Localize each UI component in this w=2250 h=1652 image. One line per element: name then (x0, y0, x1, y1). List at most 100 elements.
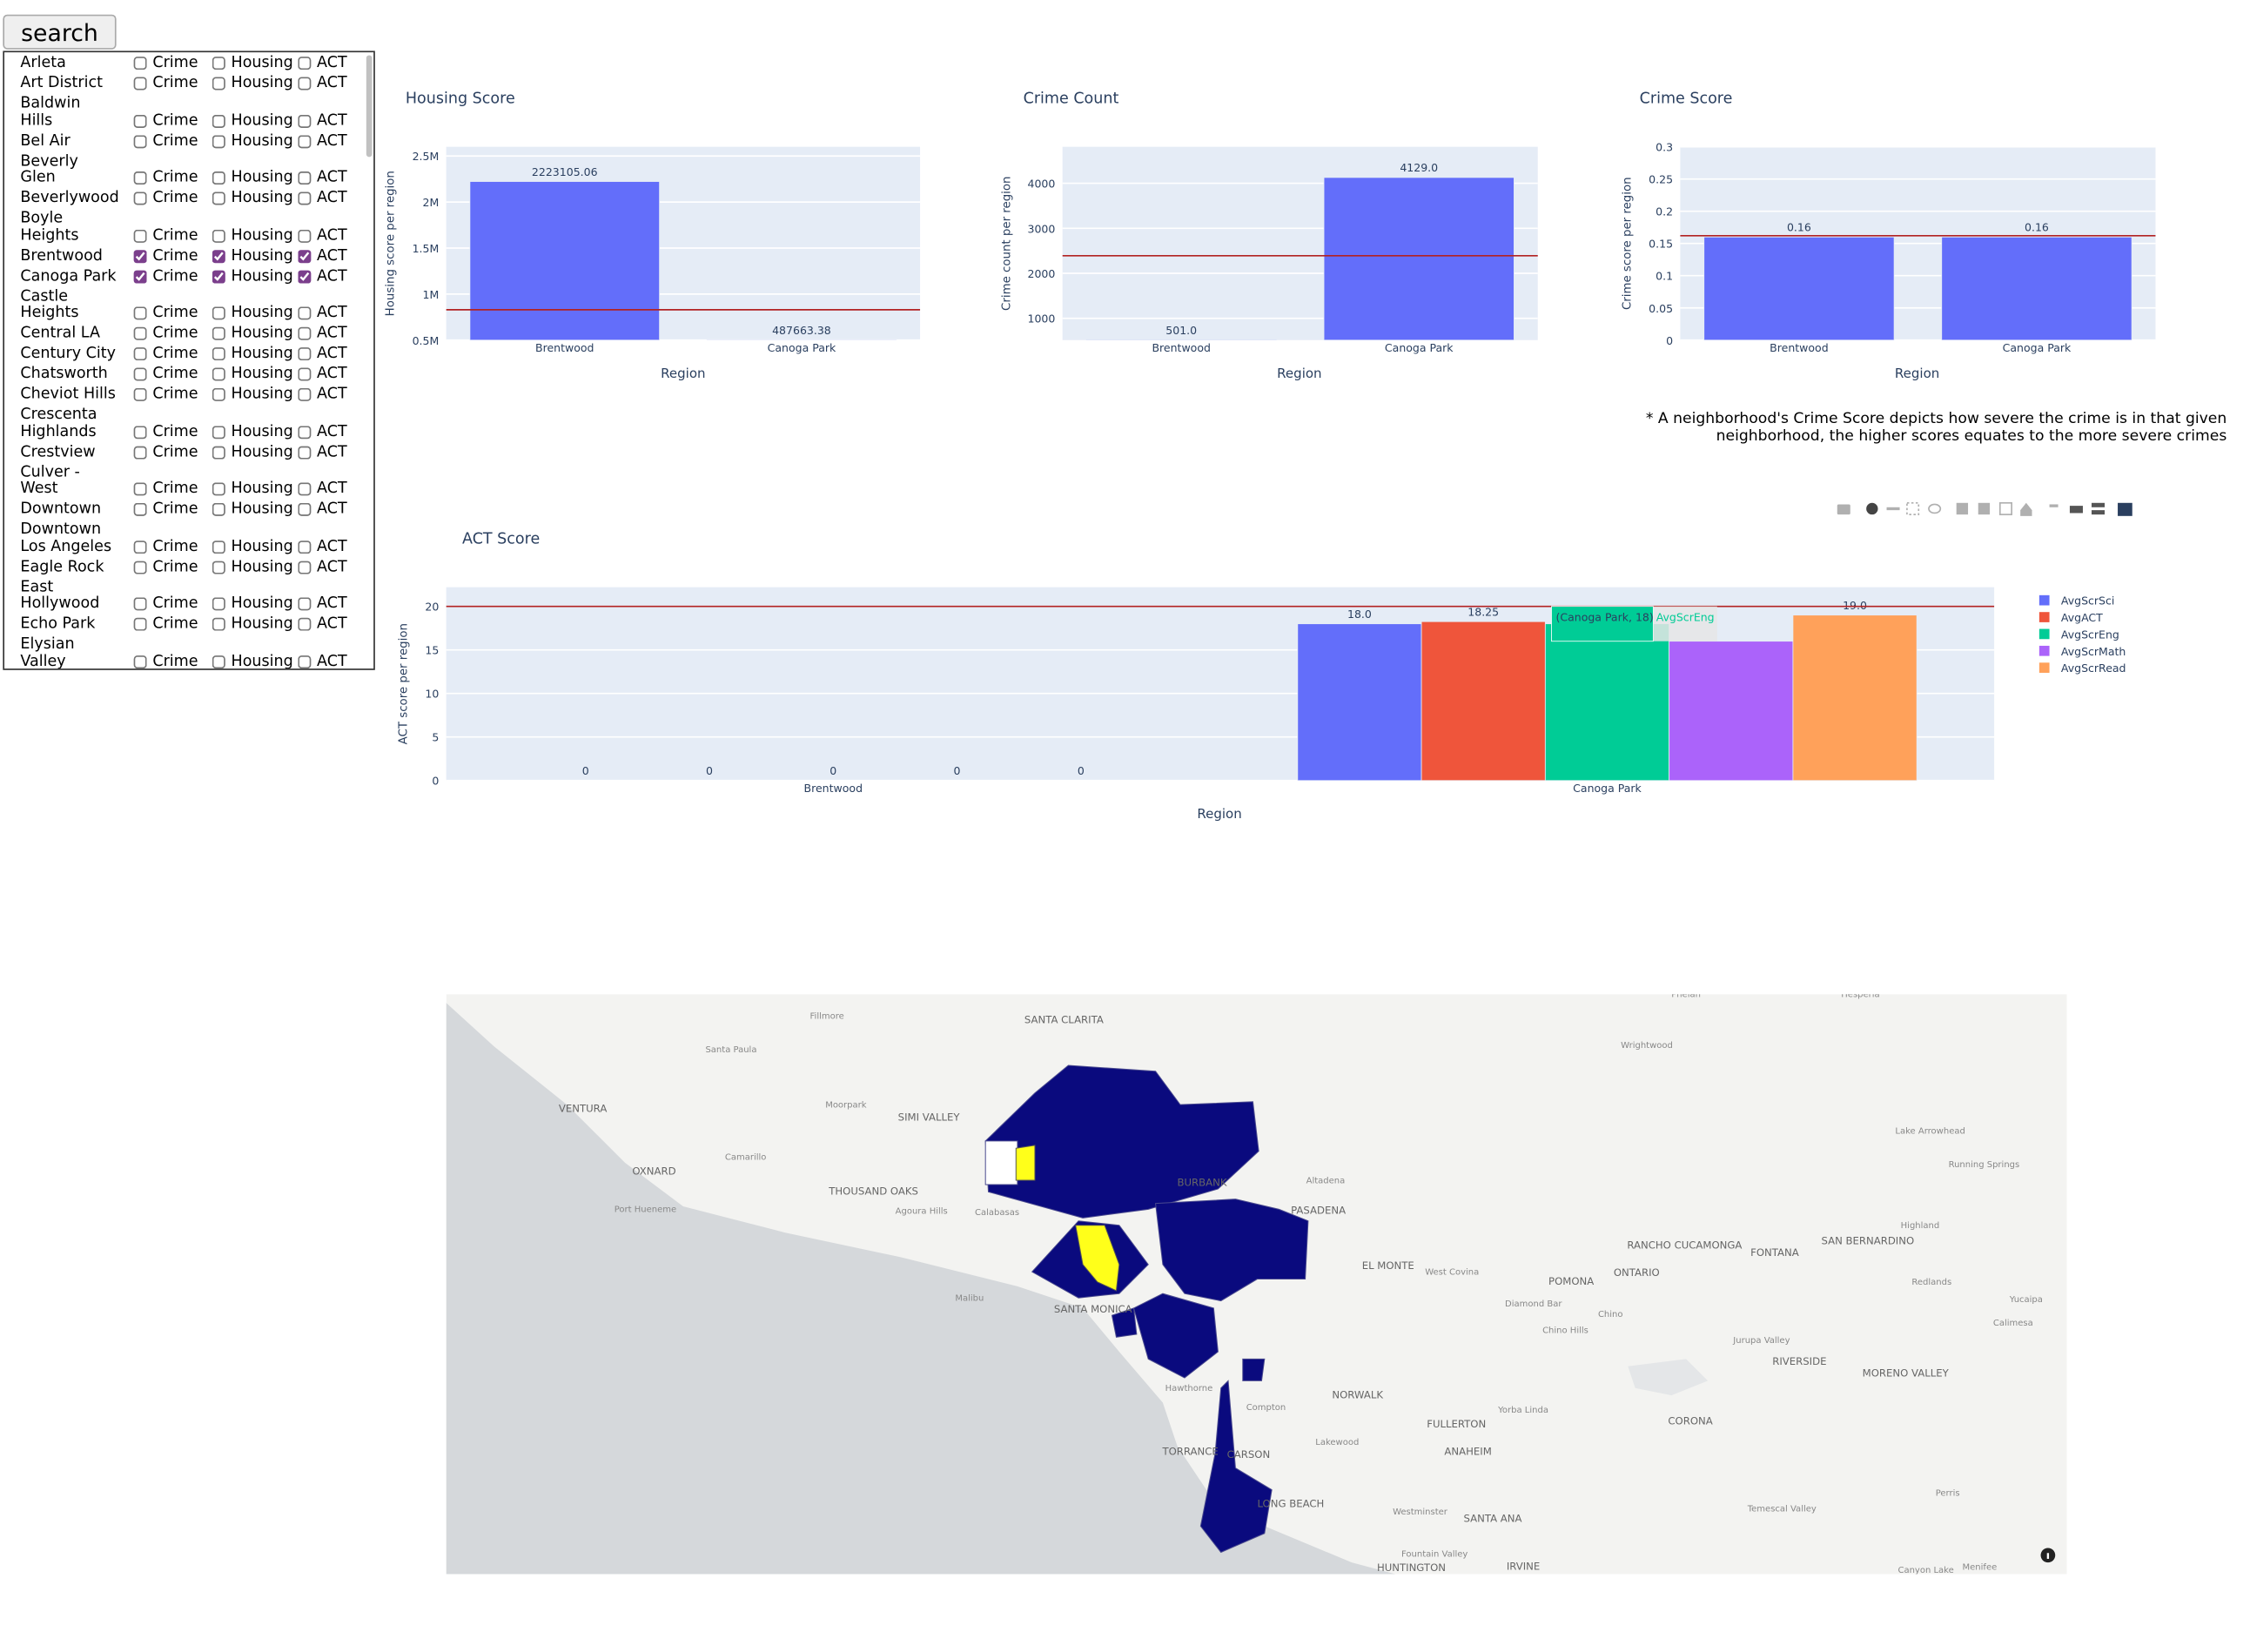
checkbox-option[interactable]: Crime (133, 75, 212, 92)
checkbox-option[interactable]: Crime (133, 226, 212, 244)
region-selected[interactable] (1015, 1145, 1036, 1181)
checkbox-option[interactable]: Crime (133, 366, 212, 383)
checkbox-option[interactable]: Crime (133, 538, 212, 555)
checkbox-option[interactable]: Housing (212, 386, 299, 403)
region[interactable] (1199, 1380, 1273, 1554)
checkbox-option[interactable]: ACT (298, 305, 356, 322)
checkbox-option[interactable]: ACT (298, 443, 356, 460)
checkbox[interactable] (298, 327, 312, 341)
checkbox-option[interactable]: Crime (133, 305, 212, 322)
modebar-lasso[interactable] (1928, 503, 1942, 514)
checkbox-option[interactable]: Housing (212, 325, 299, 342)
checkbox-option[interactable]: Housing (212, 267, 299, 285)
checkbox-option[interactable]: ACT (298, 480, 356, 498)
modebar-hover-compare[interactable] (2091, 502, 2106, 507)
checkbox-option[interactable]: ACT (298, 132, 356, 150)
checkbox[interactable] (133, 229, 147, 243)
checkbox-option[interactable]: Housing (212, 55, 299, 71)
modebar-camera[interactable] (1837, 504, 1850, 515)
checkbox[interactable] (133, 561, 147, 574)
checkbox-option[interactable]: Crime (133, 346, 212, 362)
checkbox-option[interactable]: Crime (133, 653, 212, 668)
checkbox-option[interactable]: ACT (298, 170, 356, 186)
checkbox[interactable] (298, 540, 312, 554)
checkbox[interactable] (212, 561, 225, 574)
checkbox-option[interactable]: Housing (212, 247, 299, 265)
modebar-plotly-logo[interactable] (2118, 502, 2132, 516)
checkbox-option[interactable]: ACT (298, 346, 356, 362)
checkbox[interactable] (298, 503, 312, 517)
checkbox-option[interactable]: ACT (298, 423, 356, 440)
checkbox[interactable] (212, 171, 225, 185)
modebar-hover-closest[interactable] (2069, 506, 2083, 514)
checkbox-option[interactable]: Housing (212, 500, 299, 518)
checkbox-option[interactable]: Crime (133, 615, 212, 633)
checkbox-option[interactable]: Crime (133, 325, 212, 342)
checkbox-option[interactable]: Housing (212, 595, 299, 613)
checkbox[interactable] (212, 306, 225, 320)
checkbox-option[interactable]: Crime (133, 443, 212, 460)
checkbox[interactable] (133, 540, 147, 554)
checkbox[interactable] (212, 425, 225, 439)
checkbox[interactable] (212, 618, 225, 632)
checkbox[interactable] (212, 388, 225, 402)
checkbox[interactable] (133, 77, 147, 91)
checkbox-option[interactable]: Crime (133, 190, 212, 207)
checkbox[interactable] (212, 655, 225, 668)
checkbox-option[interactable]: Housing (212, 538, 299, 555)
checkbox-option[interactable]: Crime (133, 595, 212, 613)
modebar-reset[interactable] (2020, 502, 2032, 516)
checkbox-option[interactable]: ACT (298, 366, 356, 383)
checkbox-option[interactable]: ACT (298, 653, 356, 668)
checkbox-option[interactable]: ACT (298, 615, 356, 633)
checkbox[interactable] (298, 597, 312, 611)
modebar-zoom-out[interactable] (1978, 502, 1991, 515)
checkbox-option[interactable]: Crime (133, 132, 212, 150)
checkbox[interactable] (298, 77, 312, 91)
checkbox[interactable] (298, 367, 312, 381)
map[interactable]: Fillmore Santa Paula SANTA CLARITA VENTURA M… (446, 991, 2067, 1575)
checkbox[interactable] (212, 191, 225, 205)
checkbox-option[interactable]: Crime (133, 112, 212, 129)
region[interactable] (1242, 1358, 1266, 1381)
region[interactable] (1132, 1293, 1219, 1379)
checkbox-option[interactable]: Housing (212, 423, 299, 440)
checkbox[interactable] (212, 540, 225, 554)
checkbox[interactable] (133, 425, 147, 439)
modebar-autoscale[interactable] (1998, 501, 2012, 515)
modebar-spike[interactable] (2049, 504, 2059, 507)
checkbox-option[interactable]: Crime (133, 247, 212, 265)
checkbox-option[interactable]: Crime (133, 423, 212, 440)
checkbox-option[interactable]: ACT (298, 190, 356, 207)
checkbox-option[interactable]: Housing (212, 346, 299, 362)
checkbox[interactable] (133, 446, 147, 460)
checkbox[interactable] (133, 367, 147, 381)
modebar-zoom-in[interactable] (1956, 502, 1969, 515)
checkbox-option[interactable]: Housing (212, 366, 299, 383)
checkbox-option[interactable]: Crime (133, 170, 212, 186)
checkbox[interactable] (133, 57, 147, 71)
checkbox[interactable] (212, 347, 225, 361)
checkbox[interactable] (298, 425, 312, 439)
checkbox[interactable] (212, 249, 225, 263)
checkbox[interactable] (298, 618, 312, 632)
modebar-select[interactable] (1906, 501, 1920, 515)
checkbox[interactable] (298, 249, 312, 263)
checkbox[interactable] (298, 446, 312, 460)
checkbox-option[interactable]: ACT (298, 558, 356, 575)
checkbox-option[interactable]: Housing (212, 170, 299, 186)
checkbox-option[interactable]: ACT (298, 247, 356, 265)
checkbox-option[interactable]: ACT (298, 500, 356, 518)
checkbox-option[interactable]: Crime (133, 267, 212, 285)
checkbox[interactable] (133, 171, 147, 185)
checkbox[interactable] (212, 327, 225, 341)
checkbox-option[interactable]: Crime (133, 480, 212, 498)
checkbox[interactable] (212, 270, 225, 284)
checkbox[interactable] (212, 57, 225, 71)
checkbox[interactable] (133, 306, 147, 320)
checkbox[interactable] (298, 655, 312, 668)
region[interactable] (984, 1064, 1259, 1219)
checkbox[interactable] (133, 618, 147, 632)
checkbox[interactable] (298, 388, 312, 402)
checkbox-option[interactable]: Housing (212, 112, 299, 129)
